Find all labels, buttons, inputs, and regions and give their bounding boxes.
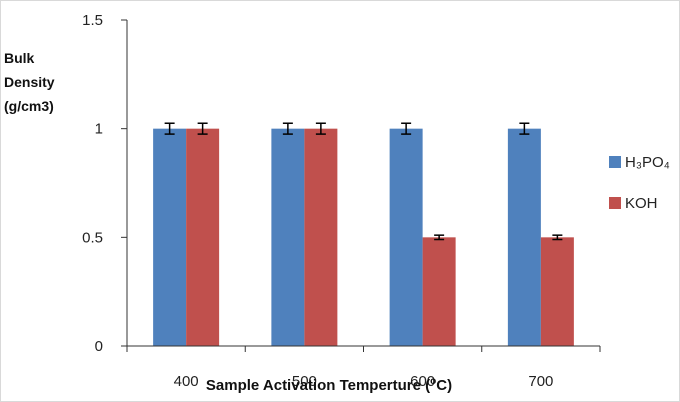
bars-layer [153,128,574,346]
error-bar [282,122,293,135]
legend: H₃PO₄ KOH [609,154,670,212]
y-tick-label: 0.5 [82,229,103,246]
x-axis-label-end: C) [436,377,452,394]
y-axis-label-line-3: (g/cm3) [4,98,54,114]
y-tick-label: 0 [95,338,103,355]
error-bar [519,122,530,135]
bar-hpo-600 [389,128,423,346]
error-bar [434,234,445,241]
error-bar [315,122,326,135]
bar-koh-400 [186,128,220,346]
x-tick-label: 600 [410,373,435,390]
x-tick-label: 400 [174,373,199,390]
legend-label-h3po4: H₃PO₄ [625,154,670,171]
x-axis-label: Sample Activation Temperture (oC) [206,376,452,394]
bar-koh-600 [422,237,456,346]
error-bar [401,122,412,135]
x-axis-label-main: Sample Activation Temperture ( [206,377,430,394]
bar-koh-500 [304,128,338,346]
legend-swatch-koh [609,197,621,209]
legend-label-koh: KOH [625,195,658,212]
error-bar [164,122,175,135]
x-tick-label: 500 [292,373,317,390]
x-ticks: 400 500 600 700 [126,346,601,390]
y-ticks: 0 0.5 1 1.5 [82,12,127,355]
y-tick-label: 1.5 [82,12,103,29]
y-axis-label-line-1: Bulk [4,50,35,66]
y-tick-label: 1 [95,121,103,138]
legend-swatch-h3po4 [609,156,621,168]
bar-koh-700 [540,237,574,346]
y-axis-label-line-2: Density [4,74,55,90]
x-axis-label-superscript: o [430,376,436,387]
error-bar [197,122,208,135]
x-tick-label: 700 [528,373,553,390]
bar-hpo-500 [271,128,305,346]
error-bars-layer [164,122,563,241]
error-bar [552,234,563,241]
bar-hpo-400 [153,128,187,346]
bar-hpo-700 [507,128,541,346]
